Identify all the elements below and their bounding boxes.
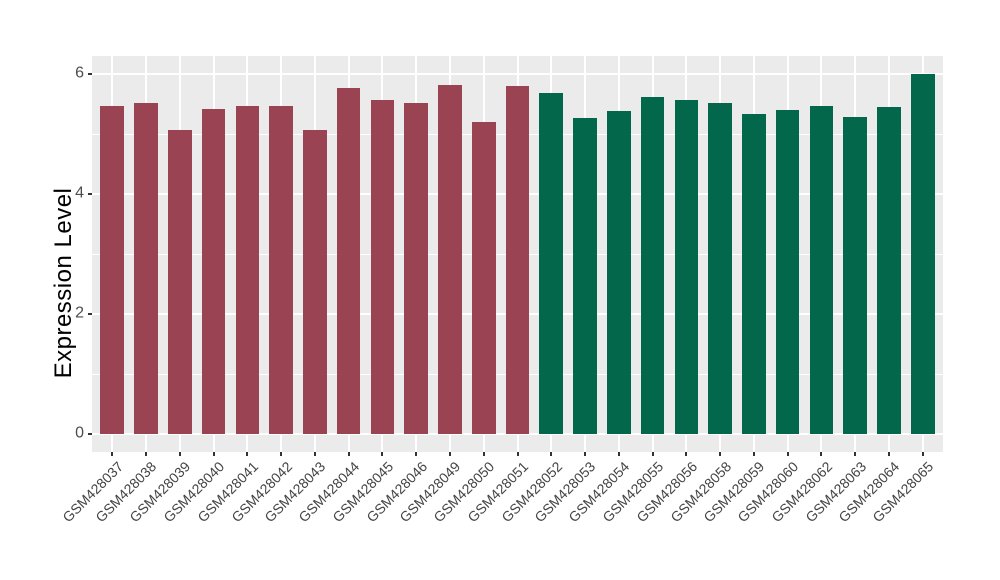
y-tick-label-6: 6 [75, 64, 84, 82]
x-tick-mark-GSM428040 [212, 452, 215, 456]
bar-GSM428040 [201, 108, 226, 434]
bar-GSM428060 [775, 110, 800, 434]
x-tick-mark-GSM428039 [178, 452, 181, 456]
x-tick-mark-GSM428043 [313, 452, 316, 456]
x-tick-mark-GSM428060 [786, 452, 789, 456]
bar-GSM428065 [910, 74, 935, 434]
y-tick-label-2: 2 [75, 304, 84, 322]
x-tick-mark-GSM428045 [381, 452, 384, 456]
bar-GSM428053 [573, 117, 597, 434]
x-tick-mark-GSM428063 [854, 452, 857, 456]
bar-GSM428046 [404, 102, 428, 434]
bar-GSM428041 [235, 106, 260, 434]
y-tick-label-4: 4 [75, 184, 84, 202]
y-axis-title: Expression Level [50, 187, 77, 379]
plot-panel [92, 56, 943, 452]
bar-GSM428050 [471, 122, 496, 434]
bar-GSM428064 [877, 107, 901, 434]
bar-GSM428039 [167, 130, 192, 434]
x-tick-mark-GSM428038 [145, 452, 148, 456]
x-tick-mark-GSM428064 [887, 452, 890, 456]
bar-GSM428044 [336, 88, 361, 434]
x-tick-mark-GSM428059 [752, 452, 755, 456]
bar-GSM428037 [100, 105, 125, 434]
bar-GSM428054 [606, 111, 631, 434]
x-tick-mark-GSM428049 [448, 452, 451, 456]
y-tick-mark-6 [88, 73, 92, 75]
bar-GSM428055 [640, 96, 665, 434]
bar-GSM428038 [134, 102, 158, 434]
y-tick-mark-4 [88, 193, 92, 195]
bar-GSM428059 [742, 114, 766, 434]
bar-GSM428056 [674, 100, 699, 434]
bar-GSM428063 [843, 116, 867, 434]
x-tick-mark-GSM428037 [111, 452, 114, 456]
bar-GSM428051 [505, 86, 530, 434]
x-tick-mark-GSM428062 [820, 452, 823, 456]
x-tick-mark-GSM428058 [719, 452, 722, 456]
x-tick-mark-GSM428055 [651, 452, 654, 456]
x-tick-mark-GSM428044 [347, 452, 350, 456]
x-tick-mark-GSM428056 [685, 452, 688, 456]
bar-GSM428042 [269, 106, 293, 434]
x-tick-mark-GSM428042 [280, 452, 283, 456]
x-tick-mark-GSM428052 [550, 452, 553, 456]
bar-GSM428052 [539, 93, 564, 434]
bar-GSM428049 [438, 84, 462, 434]
y-tick-mark-2 [88, 313, 92, 315]
y-tick-mark-0 [88, 433, 92, 435]
bar-GSM428062 [809, 106, 834, 434]
x-tick-mark-GSM428065 [921, 452, 924, 456]
y-tick-label-0: 0 [75, 424, 84, 442]
x-tick-mark-GSM428046 [415, 452, 418, 456]
x-tick-mark-GSM428054 [617, 452, 620, 456]
x-tick-mark-GSM428051 [516, 452, 519, 456]
x-tick-mark-GSM428053 [584, 452, 587, 456]
bar-GSM428043 [303, 129, 327, 434]
x-tick-mark-GSM428050 [482, 452, 485, 456]
bar-GSM428045 [370, 99, 395, 434]
x-tick-mark-GSM428041 [246, 452, 249, 456]
bar-GSM428058 [708, 103, 732, 434]
